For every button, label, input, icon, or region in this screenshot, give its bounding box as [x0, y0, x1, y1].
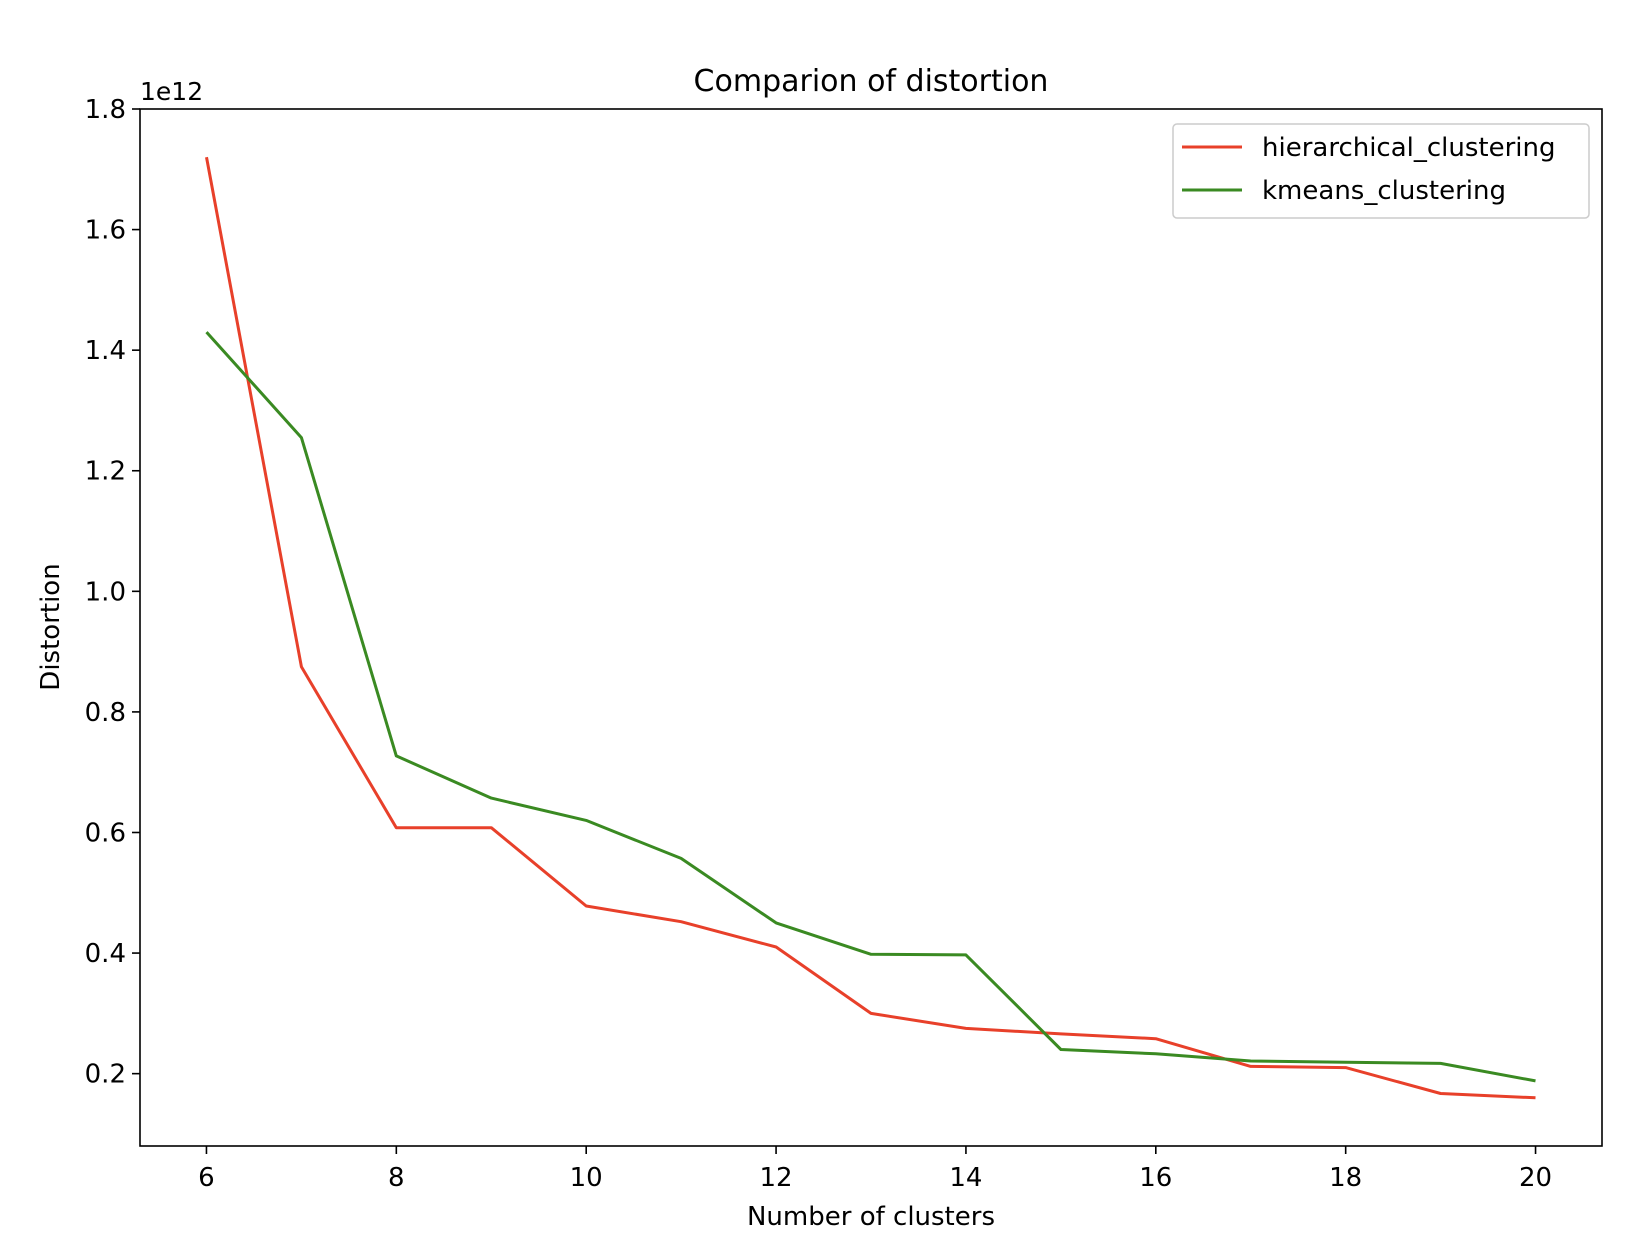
chart-title: Comparion of distortion [694, 64, 1049, 99]
x-tick-label: 6 [198, 1163, 215, 1193]
y-offset-label: 1e12 [140, 77, 203, 106]
y-tick-label: 1.8 [85, 95, 126, 125]
x-tick-label: 8 [388, 1163, 405, 1193]
y-tick-label: 1.6 [85, 216, 126, 246]
y-tick-label: 0.4 [85, 939, 126, 969]
y-tick-label: 1.0 [85, 577, 126, 607]
legend: hierarchical_clustering kmeans_clusterin… [1172, 123, 1590, 219]
y-tick-label: 1.4 [85, 336, 126, 366]
x-axis-label: Number of clusters [747, 1202, 995, 1232]
x-tick-label: 16 [1139, 1163, 1172, 1193]
legend-label-hierarchical: hierarchical_clustering [1262, 133, 1556, 163]
y-tick-label: 0.2 [85, 1060, 126, 1090]
x-tick-label: 12 [760, 1163, 793, 1193]
y-tick-label: 0.8 [85, 698, 126, 728]
series-line-hierarchical-clustering [205, 156, 1536, 1100]
x-tick-label: 10 [570, 1163, 603, 1193]
x-tick-label: 20 [1519, 1163, 1552, 1193]
y-axis-label: Distortion [36, 563, 66, 690]
axes-frame [139, 108, 1603, 1147]
series-line-kmeans-clustering [205, 331, 1536, 1083]
x-axis: 6 8 10 12 14 16 18 20 [198, 1146, 1552, 1193]
x-tick-label: 14 [949, 1163, 982, 1193]
legend-label-kmeans: kmeans_clustering [1262, 176, 1506, 206]
y-tick-label: 0.6 [85, 818, 126, 848]
x-tick-label: 18 [1329, 1163, 1362, 1193]
y-axis: 0.2 0.4 0.6 0.8 1.0 1.2 1.4 1.6 1.8 [85, 95, 140, 1090]
plot-area [205, 156, 1536, 1100]
legend-box [1172, 123, 1590, 219]
y-tick-label: 1.2 [85, 457, 126, 487]
